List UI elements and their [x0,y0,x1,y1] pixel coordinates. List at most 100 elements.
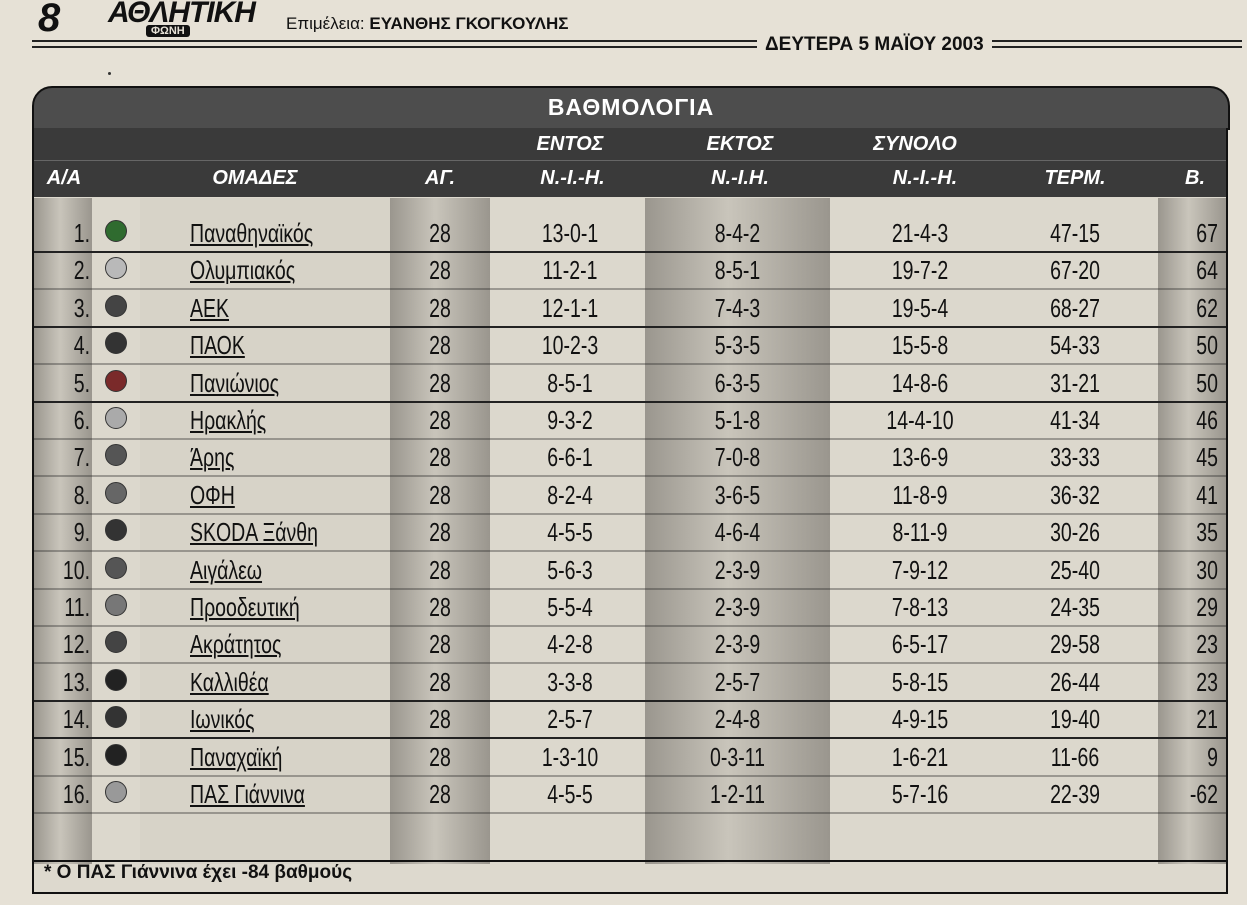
cell-team: Αιγάλεω [190,555,340,585]
cell-pos: 7. [50,442,91,472]
row-divider [34,550,1226,552]
cell-pos: 1. [50,218,91,248]
cell-team: Παναχαϊκή [190,742,340,772]
cell-total: 6-5-17 [864,629,977,659]
cell-total: 14-4-10 [864,405,977,435]
cell-points: 23 [1175,629,1219,659]
row-divider [34,251,1226,253]
cell-played: 28 [410,255,470,285]
cell-goals: 11-66 [1026,742,1124,772]
cell-goals: 24-35 [1026,592,1124,622]
cell-pos: 6. [50,405,91,435]
cell-total: 7-9-12 [864,555,977,585]
cell-played: 28 [410,480,470,510]
cell-away: 4-6-4 [683,517,792,547]
cell-away: 8-5-1 [683,255,792,285]
cell-pos: 3. [50,293,91,323]
cell-points: 23 [1175,667,1219,697]
row-divider [34,812,1226,814]
cell-points: 35 [1175,517,1219,547]
cell-home: 2-5-7 [518,704,623,734]
cell-team: Ακράτητος [190,629,340,659]
cell-points: 46 [1175,405,1219,435]
cell-home: 12-1-1 [518,293,623,323]
cell-pos: 9. [50,517,91,547]
team-crest-icon [105,744,127,766]
cell-points: 29 [1175,592,1219,622]
team-crest-icon [105,220,127,242]
cell-home: 4-5-5 [518,517,623,547]
row-divider [34,588,1226,590]
cell-team: Ιωνικός [190,704,340,734]
cell-points: 41 [1175,480,1219,510]
cell-team: ΑΕΚ [190,293,340,323]
cell-points: 21 [1175,704,1219,734]
cell-home: 5-5-4 [518,592,623,622]
cell-away: 0-3-11 [683,742,792,772]
cell-goals: 19-40 [1026,704,1124,734]
cell-played: 28 [410,517,470,547]
cell-total: 21-4-3 [864,218,977,248]
cell-played: 28 [410,218,470,248]
cell-team: Πανιώνιος [190,368,340,398]
row-divider [34,475,1226,477]
cell-total: 1-6-21 [864,742,977,772]
header-total-group: ΣΥΝΟΛΟ [840,133,990,156]
cell-pos: 8. [50,480,91,510]
row-divider [34,326,1226,328]
cell-played: 28 [410,592,470,622]
team-crest-icon [105,781,127,803]
footnote: * Ο ΠΑΣ Γιάννινα έχει -84 βαθμούς [44,862,352,884]
team-crest-icon [105,482,127,504]
cell-goals: 68-27 [1026,293,1124,323]
cell-away: 7-0-8 [683,442,792,472]
team-crest-icon [105,557,127,579]
cell-total: 5-8-15 [864,667,977,697]
header-home: Ν.-Ι.-Η. [515,167,630,190]
cell-team: Άρης [190,442,340,472]
header-played: ΑΓ. [405,167,475,190]
header-away-group: ΕΚΤΟΣ [680,133,800,156]
cell-goals: 31-21 [1026,368,1124,398]
cell-goals: 30-26 [1026,517,1124,547]
cell-team: Καλλιθέα [190,667,340,697]
print-speck [108,72,111,75]
cell-away: 5-1-8 [683,405,792,435]
cell-pos: 13. [50,667,91,697]
header-away: Ν.-Ι.Η. [680,167,800,190]
cell-away: 2-3-9 [683,555,792,585]
cell-away: 8-4-2 [683,218,792,248]
cell-team: SKODA Ξάνθη [190,517,340,547]
cell-total: 11-8-9 [864,480,977,510]
row-divider [34,775,1226,777]
cell-team: Προοδευτική [190,592,340,622]
cell-home: 9-3-2 [518,405,623,435]
row-divider [34,700,1226,702]
cell-points: 9 [1175,742,1219,772]
cell-goals: 33-33 [1026,442,1124,472]
cell-points: 45 [1175,442,1219,472]
team-crest-icon [105,295,127,317]
team-crest-icon [105,407,127,429]
header-goals: ΤΕΡΜ. [1020,167,1130,190]
row-divider [34,513,1226,515]
cell-goals: 41-34 [1026,405,1124,435]
cell-away: 5-3-5 [683,330,792,360]
cell-goals: 29-58 [1026,629,1124,659]
row-divider [34,288,1226,290]
cell-points: 50 [1175,330,1219,360]
cell-away: 2-3-9 [683,629,792,659]
page-number: 8 [38,0,60,41]
cell-away: 1-2-11 [683,779,792,809]
cell-pos: 11. [50,592,91,622]
row-divider [34,401,1226,403]
cell-goals: 26-44 [1026,667,1124,697]
masthead-rule-bottom [32,46,1242,48]
cell-total: 19-7-2 [864,255,977,285]
row-divider [34,662,1226,664]
cell-away: 7-4-3 [683,293,792,323]
cell-pos: 5. [50,368,91,398]
cell-home: 13-0-1 [518,218,623,248]
cell-played: 28 [410,368,470,398]
newspaper-logo-sub: ΦΩΝΗ [146,25,190,37]
